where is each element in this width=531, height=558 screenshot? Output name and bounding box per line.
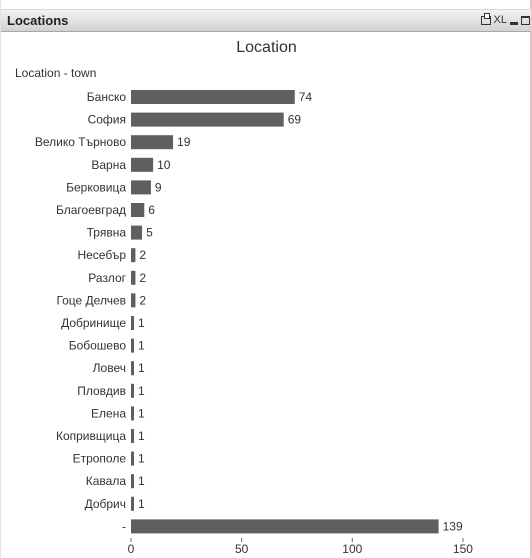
category-label: Благоевград <box>56 203 126 217</box>
bar <box>131 112 284 127</box>
xl-icon[interactable]: XL <box>493 14 507 26</box>
category-label: Разлог <box>88 271 126 285</box>
data-label: 69 <box>288 113 302 127</box>
bar <box>131 383 134 398</box>
category-label: Кавала <box>86 474 127 488</box>
data-label: 1 <box>138 452 145 466</box>
data-label: 2 <box>139 248 146 262</box>
category-label: Варна <box>91 158 126 172</box>
data-label: 10 <box>157 158 171 172</box>
bar <box>131 338 134 353</box>
data-label: 19 <box>177 135 191 149</box>
category-label: Гоце Делчев <box>56 293 126 307</box>
data-label: 1 <box>138 384 145 398</box>
window-titlebar[interactable]: Locations XL <box>1 9 531 32</box>
data-label: 1 <box>138 361 145 375</box>
bar <box>131 451 134 466</box>
category-label: Несебър <box>77 248 126 262</box>
data-label: 2 <box>139 271 146 285</box>
bar <box>131 180 151 195</box>
category-label: Пловдив <box>77 384 126 398</box>
data-label: 1 <box>138 406 145 420</box>
data-label: 1 <box>138 497 145 511</box>
category-label: Ловеч <box>93 361 126 375</box>
print-icon[interactable] <box>480 12 491 25</box>
data-label: 9 <box>155 180 162 194</box>
bar <box>131 90 295 104</box>
category-label: Трявна <box>87 226 127 240</box>
data-label: 1 <box>138 339 145 353</box>
category-label: Добринище <box>61 316 126 330</box>
category-label: Велико Търново <box>35 135 126 149</box>
bar <box>131 270 136 285</box>
category-label: Добрич <box>85 497 126 511</box>
bar <box>131 519 439 534</box>
data-label: 1 <box>138 429 145 443</box>
bar <box>131 248 136 263</box>
bar <box>131 203 145 217</box>
data-label: 1 <box>138 316 145 330</box>
bar <box>131 316 134 330</box>
x-tick-label: 100 <box>342 542 362 556</box>
bar <box>131 406 134 421</box>
chart-title: Location <box>236 39 297 56</box>
category-label: Бобошево <box>69 339 127 353</box>
bar <box>131 474 134 489</box>
category-label: Копривщица <box>56 429 126 443</box>
bar <box>131 157 154 172</box>
x-tick-label: 50 <box>235 542 249 556</box>
x-tick-label: 150 <box>453 542 473 556</box>
data-label: 5 <box>146 226 153 240</box>
bar <box>131 361 134 376</box>
data-label: 6 <box>148 203 155 217</box>
window-controls: XL <box>480 12 530 28</box>
category-label: Етрополе <box>73 452 127 466</box>
bar <box>131 135 174 150</box>
category-label: - <box>122 519 126 533</box>
bar <box>131 429 134 443</box>
data-label: 74 <box>299 90 313 104</box>
bar <box>131 293 136 308</box>
maximize-icon[interactable] <box>521 15 530 25</box>
category-label: Елена <box>91 406 126 420</box>
bar <box>131 496 134 511</box>
category-label: Банско <box>87 90 127 104</box>
window-title: Locations <box>7 13 69 28</box>
bar <box>131 225 143 240</box>
dimension-label: Location - town <box>15 66 97 80</box>
data-label: 1 <box>138 474 145 488</box>
minimize-icon[interactable] <box>510 21 518 25</box>
data-label: 2 <box>139 293 146 307</box>
category-label: София <box>88 113 126 127</box>
data-label: 139 <box>443 519 463 533</box>
x-tick-label: 0 <box>128 542 135 556</box>
category-label: Берковица <box>66 180 126 194</box>
